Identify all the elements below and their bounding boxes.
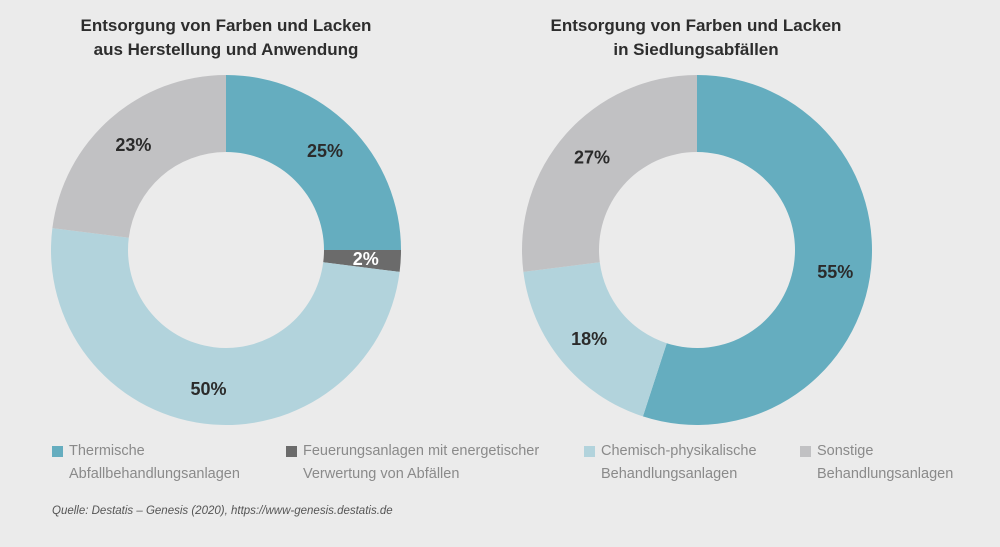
chart-title-right: Entsorgung von Farben und Lacken in Sied… [476, 14, 916, 62]
legend-label: Chemisch-physikalische Behandlungsanlage… [601, 440, 757, 486]
legend-label-line: Verwertung von Abfällen [303, 466, 460, 482]
legend-label-line: Thermische [69, 443, 145, 459]
slice-value-label: 50% [190, 379, 226, 399]
chart-title-left: Entsorgung von Farben und Lacken aus Her… [6, 14, 446, 62]
donut-slice [642, 75, 873, 426]
legend-label-line: Chemisch-physikalische [601, 443, 757, 459]
donut-slice [523, 262, 667, 417]
legend: Thermische Abfallbehandlungsanlagen Feue… [52, 440, 982, 490]
legend-label-line: Abfallbehandlungsanlagen [69, 466, 240, 482]
slice-value-label: 2% [353, 249, 379, 269]
slice-value-label: 27% [574, 147, 610, 167]
legend-label-line: Behandlungsanlagen [601, 466, 738, 482]
legend-swatch [286, 446, 297, 457]
chart-title-right-line-2: in Siedlungsabfällen [613, 40, 779, 59]
legend-swatch [52, 446, 63, 457]
legend-label: Sonstige Behandlungsanlagen [817, 440, 953, 486]
chart-title-right-line-1: Entsorgung von Farben und Lacken [550, 16, 842, 35]
slice-value-label: 25% [307, 141, 343, 161]
legend-label-line: Feuerungsanlagen mit energetischer [303, 443, 540, 459]
legend-label-line: Behandlungsanlagen [817, 466, 954, 482]
donut-slice [50, 228, 400, 426]
legend-swatch [584, 446, 595, 457]
donut-slice [323, 250, 401, 272]
legend-label-line: Sonstige [817, 443, 874, 459]
slice-value-label: 18% [571, 329, 607, 349]
slice-value-label: 55% [817, 262, 853, 282]
donut-charts: 25% 2% 50% 23% 55% 18% 27% [50, 75, 873, 426]
source-note: Quelle: Destatis – Genesis (2020), https… [52, 505, 393, 517]
donut-slice [226, 75, 401, 250]
slice-value-label: 23% [115, 135, 151, 155]
donut-slice [52, 75, 226, 238]
chart-title-left-line-2: aus Herstellung und Anwendung [93, 40, 359, 59]
donut-slice [522, 75, 697, 272]
chart-title-left-line-1: Entsorgung von Farben und Lacken [80, 16, 372, 35]
legend-swatch [800, 446, 811, 457]
legend-label: Feuerungsanlagen mit energetischer Verwe… [303, 440, 539, 486]
legend-label: Thermische Abfallbehandlungsanlagen [69, 440, 240, 486]
